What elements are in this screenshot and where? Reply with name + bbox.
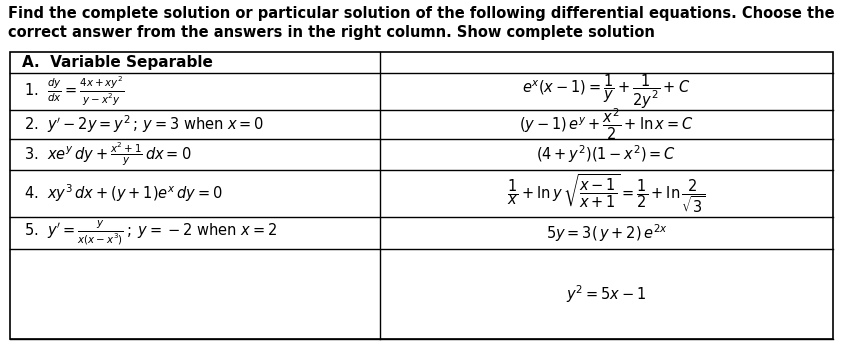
Text: $\dfrac{1}{x} + \ln y\,\sqrt{\dfrac{x-1}{x+1}} = \dfrac{1}{2} + \ln\dfrac{2}{\sq: $\dfrac{1}{x} + \ln y\,\sqrt{\dfrac{x-1}… [507,172,706,215]
Text: $(y-1)\,e^y+\dfrac{x^2}{2} + \ln x = C$: $(y-1)\,e^y+\dfrac{x^2}{2} + \ln x = C$ [519,107,694,142]
Text: 3.  $xe^y\, dy + \frac{x^2+1}{y}\, dx = 0$: 3. $xe^y\, dy + \frac{x^2+1}{y}\, dx = 0… [24,141,191,168]
Text: Find the complete solution or particular solution of the following differential : Find the complete solution or particular… [8,6,835,21]
Text: 2.  $y' - 2y = y^2\,;\, y = 3$ when $x = 0$: 2. $y' - 2y = y^2\,;\, y = 3$ when $x = … [24,114,265,135]
Text: $e^x(x-1) = \dfrac{1}{y} + \dfrac{1}{2y^2} + C$: $e^x(x-1) = \dfrac{1}{y} + \dfrac{1}{2y^… [523,72,690,111]
Text: $y^2 = 5x - 1$: $y^2 = 5x - 1$ [566,283,647,305]
Text: A.  Variable Separable: A. Variable Separable [22,55,213,70]
Text: correct answer from the answers in the right column. Show complete solution: correct answer from the answers in the r… [8,25,655,40]
Text: 5.  $y' = \frac{y}{x(x-x^3)}\,;\; y = -2$ when $x = 2$: 5. $y' = \frac{y}{x(x-x^3)}\,;\; y = -2$… [24,219,277,247]
Text: $5y = 3(\,y+2)\,e^{2x}$: $5y = 3(\,y+2)\,e^{2x}$ [545,222,668,244]
Text: 1.  $\frac{dy}{dx} = \frac{4x+xy^2}{y-x^2y}$: 1. $\frac{dy}{dx} = \frac{4x+xy^2}{y-x^2… [24,75,124,108]
Bar [10,52,833,339]
Text: 4.  $xy^3\, dx + (y+1)e^x\, dy = 0$: 4. $xy^3\, dx + (y+1)e^x\, dy = 0$ [24,183,223,204]
Text: $(4 + y^2)(1 - x^2) = C$: $(4 + y^2)(1 - x^2) = C$ [536,144,677,165]
